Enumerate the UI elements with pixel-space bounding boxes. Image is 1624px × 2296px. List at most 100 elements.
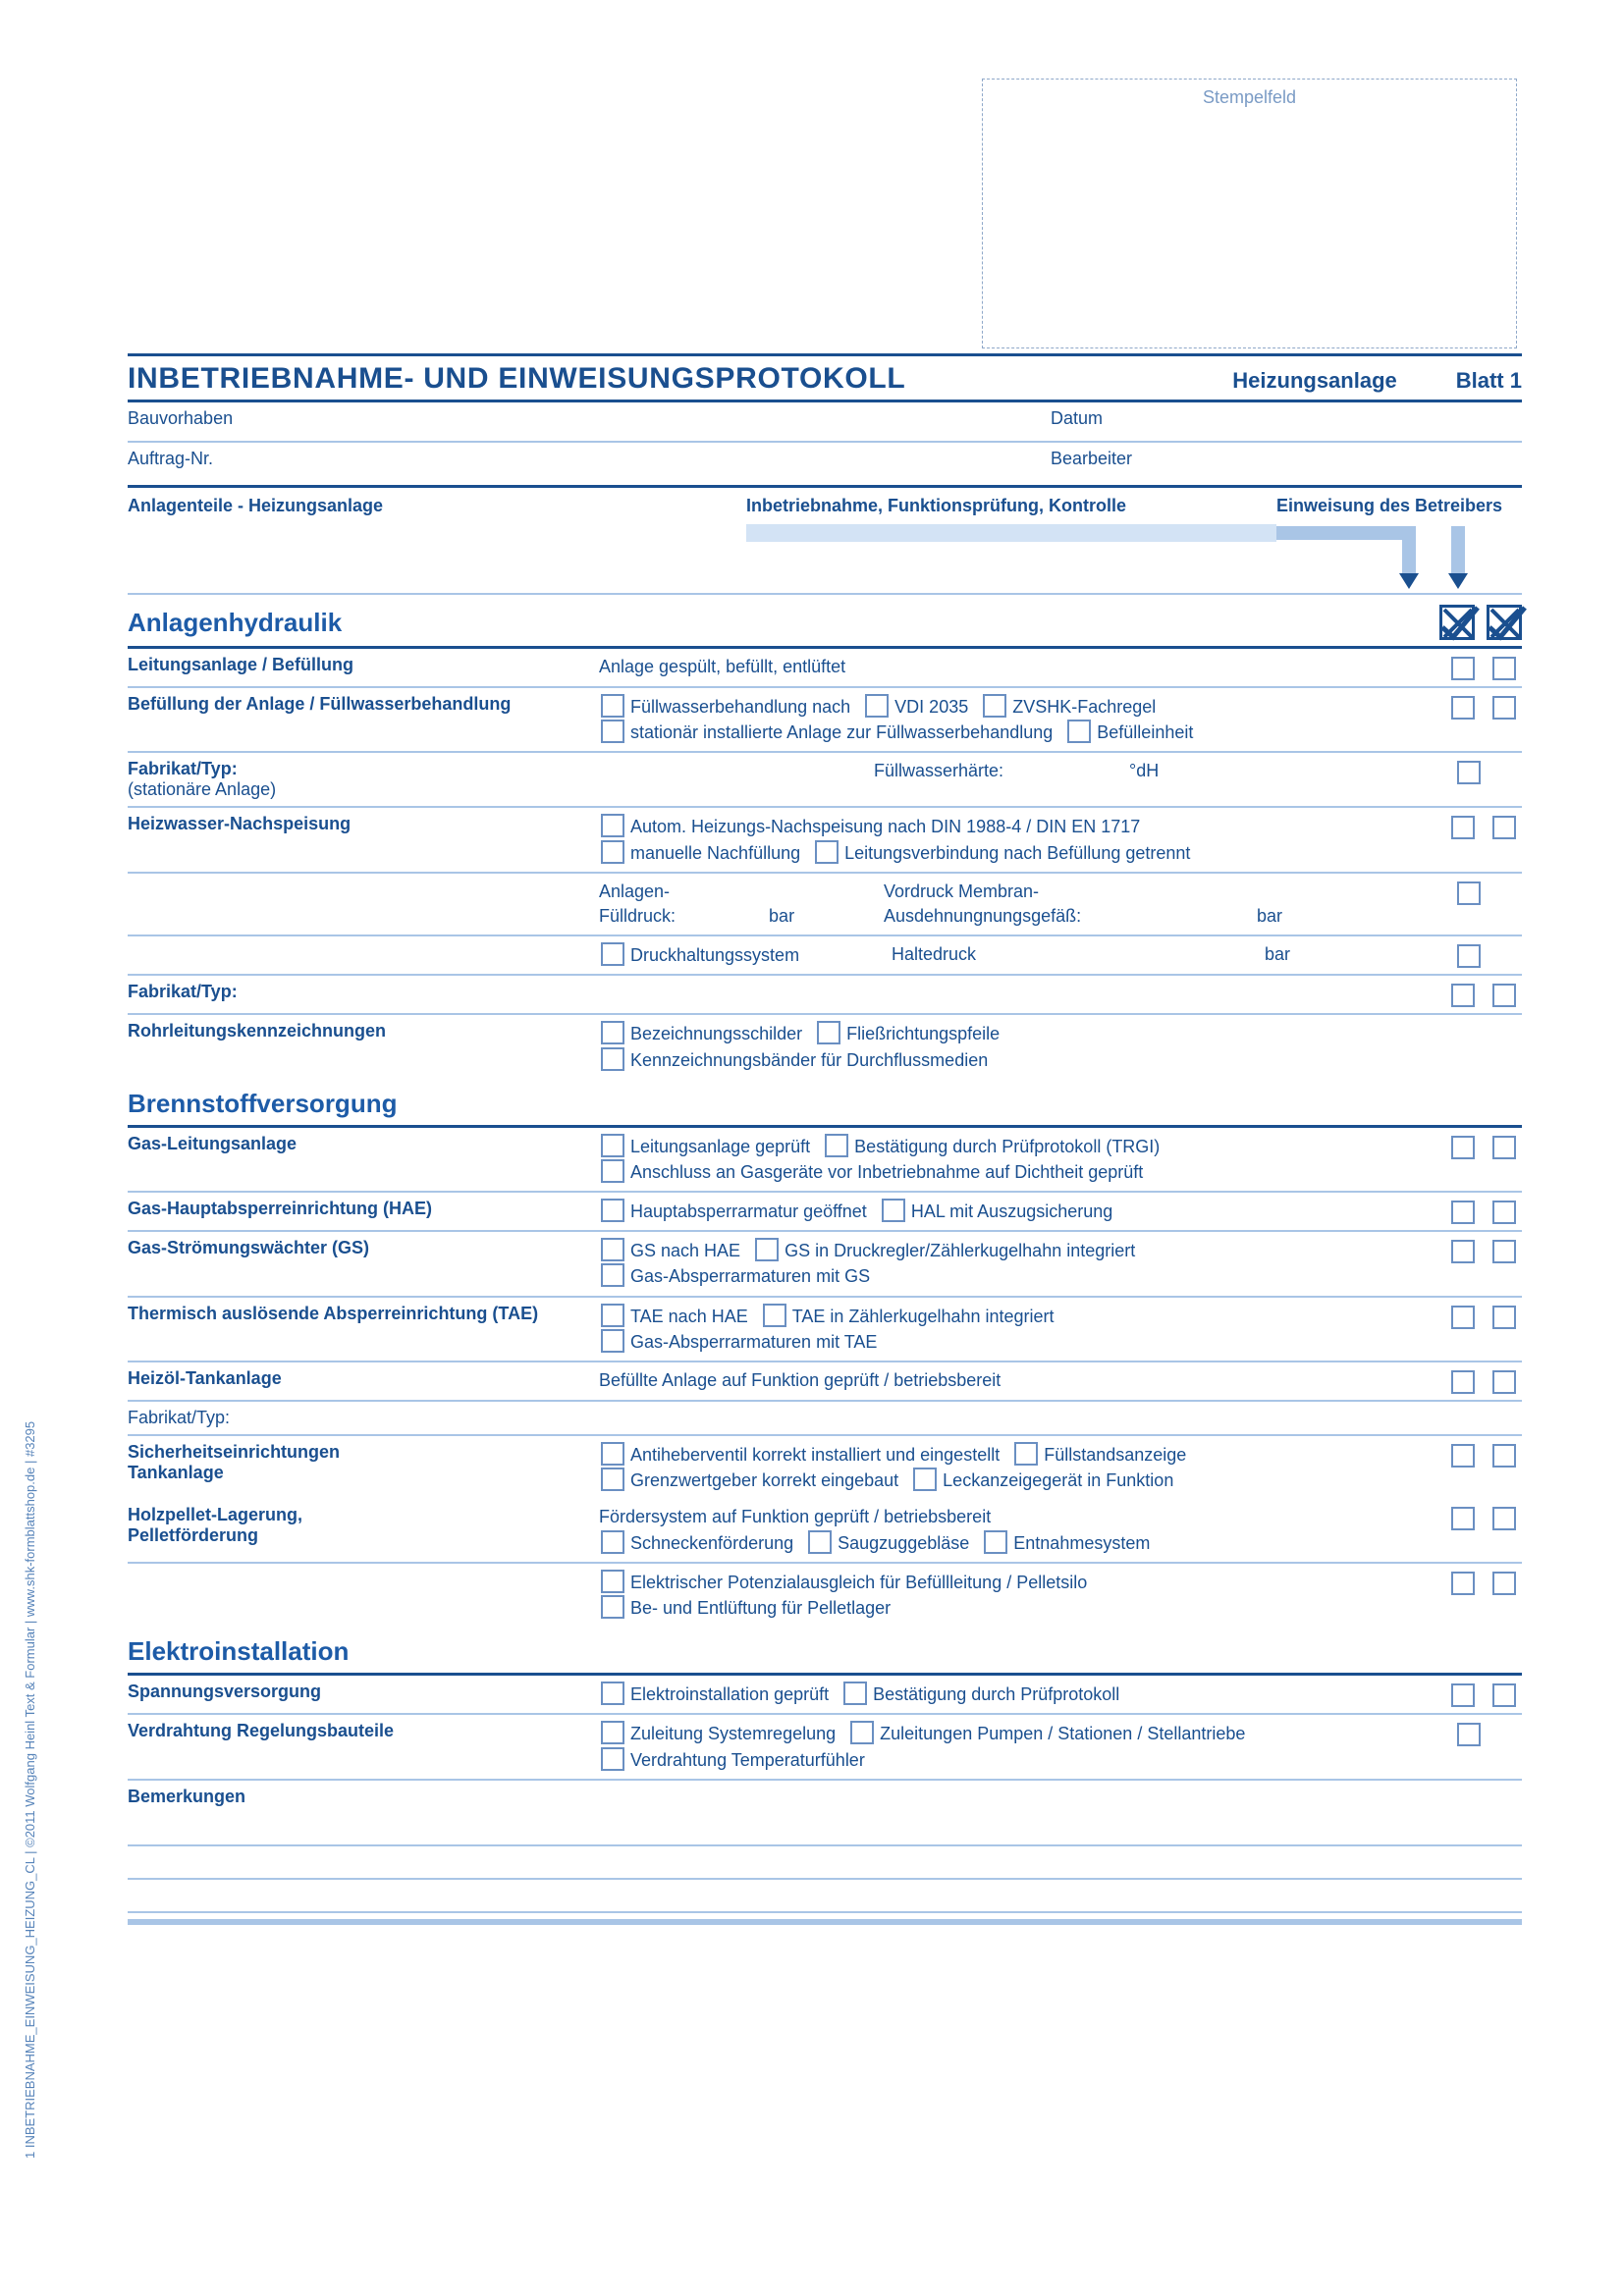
checkbox[interactable] [1492,1572,1516,1595]
checkbox[interactable] [983,694,1006,718]
label-bauvorhaben: Bauvorhaben [128,408,1051,429]
row-spannung: Spannungsversorgung Elektroinstallation … [128,1676,1522,1713]
checkbox[interactable] [601,840,624,864]
row-tae: Thermisch auslösende Absperreinrichtung … [128,1296,1522,1361]
checkbox[interactable] [601,1047,624,1071]
row-verdrahtung: Verdrahtung Regelungsbauteile Zuleitung … [128,1713,1522,1778]
checkbox[interactable] [601,1682,624,1705]
checkbox[interactable] [601,1329,624,1353]
checkbox[interactable] [1014,1442,1038,1466]
section-elektro: Elektroinstallation [128,1627,1522,1676]
checkbox[interactable] [601,1021,624,1044]
row-befuellung: Befüllung der Anlage / Füllwasserbehandl… [128,686,1522,751]
field-row-2: Auftrag-Nr. Bearbeiter [128,443,1522,481]
checkbox[interactable] [1457,761,1481,784]
checkbox[interactable] [601,1159,624,1183]
checkbox[interactable] [1451,1306,1475,1329]
header-check-2[interactable] [1487,605,1522,640]
row-potential: Elektrischer Potenzialausgleich für Befü… [128,1562,1522,1627]
checkbox[interactable] [1451,1201,1475,1224]
row-fabrikat-3: Fabrikat/Typ: [128,1400,1522,1434]
checkbox[interactable] [763,1304,786,1327]
label-bearbeiter: Bearbeiter [1051,449,1522,469]
checkbox[interactable] [1492,1370,1516,1394]
checkbox[interactable] [1457,944,1481,968]
checkbox[interactable] [601,694,624,718]
label-auftrag: Auftrag-Nr. [128,449,1051,469]
checkbox[interactable] [1492,1240,1516,1263]
checkbox[interactable] [601,1747,624,1771]
checkbox[interactable] [601,1468,624,1491]
title-row: INBETRIEBNAHME- UND EINWEISUNGSPROTOKOLL… [128,353,1522,396]
checkbox[interactable] [1492,1507,1516,1530]
checkbox[interactable] [1451,816,1475,839]
checkbox[interactable] [601,1304,624,1327]
col-header-3: Einweisung des Betreibers [1276,496,1522,516]
checkbox[interactable] [1451,1683,1475,1707]
row-sicherheit: SicherheitseinrichtungenTankanlage Antih… [128,1434,1522,1499]
checkbox[interactable] [601,1595,624,1619]
checkbox[interactable] [825,1134,848,1157]
row-fabrikat-1: Fabrikat/Typ: (stationäre Anlage) Füllwa… [128,751,1522,806]
checkbox[interactable] [1451,657,1475,680]
checkbox[interactable] [882,1199,905,1222]
remarks-lines [128,1813,1522,1913]
arrow-diagram [128,524,1522,593]
checkbox[interactable] [601,1721,624,1744]
checkbox[interactable] [1451,1572,1475,1595]
section-title: Brennstoffversorgung [128,1089,397,1119]
checkbox[interactable] [850,1721,874,1744]
checkbox[interactable] [1492,1201,1516,1224]
checkbox[interactable] [1451,1240,1475,1263]
checkbox[interactable] [601,1199,624,1222]
checkbox[interactable] [601,1263,624,1287]
checkbox[interactable] [815,840,839,864]
checkbox[interactable] [1492,657,1516,680]
checkbox[interactable] [1492,1683,1516,1707]
checkbox[interactable] [808,1530,832,1554]
footer-bar [128,1919,1522,1925]
checkbox[interactable] [1492,984,1516,1007]
checkbox[interactable] [1492,816,1516,839]
checkbox[interactable] [1492,1136,1516,1159]
col-header-1: Anlagenteile - Heizungsanlage [128,496,746,516]
stamp-label: Stempelfeld [983,87,1516,108]
checkbox[interactable] [601,1238,624,1261]
checkbox[interactable] [1067,720,1091,743]
checkbox[interactable] [1451,1507,1475,1530]
label-datum: Datum [1051,408,1522,429]
checkbox[interactable] [1457,881,1481,905]
row-druckhaltung: Druckhaltungssystem Haltedruck bar [128,934,1522,974]
row-heizoel: Heizöl-Tankanlage Befüllte Anlage auf Fu… [128,1361,1522,1400]
checkbox[interactable] [1457,1723,1481,1746]
row-nachspeisung: Heizwasser-Nachspeisung Autom. Heizungs-… [128,806,1522,871]
page: Stempelfeld INBETRIEBNAHME- UND EINWEISU… [128,39,1522,1925]
checkbox[interactable] [601,1570,624,1593]
checkbox[interactable] [1451,1444,1475,1468]
row-hae: Gas-Hauptabsperreinrichtung (HAE) Haupta… [128,1191,1522,1230]
checkbox[interactable] [755,1238,779,1261]
checkbox[interactable] [601,1530,624,1554]
checkbox[interactable] [843,1682,867,1705]
checkbox[interactable] [984,1530,1007,1554]
checkbox[interactable] [1492,696,1516,720]
checkbox[interactable] [1451,984,1475,1007]
header-check-1[interactable] [1439,605,1475,640]
col-header-2: Inbetriebnahme, Funktionsprüfung, Kontro… [746,496,1276,516]
row-gas-leitung: Gas-Leitungsanlage Leitungsanlage geprüf… [128,1128,1522,1191]
checkbox[interactable] [1451,1136,1475,1159]
checkbox[interactable] [1492,1444,1516,1468]
field-row-1: Bauvorhaben Datum [128,402,1522,441]
checkbox[interactable] [601,1134,624,1157]
checkbox[interactable] [817,1021,840,1044]
checkbox[interactable] [913,1468,937,1491]
checkbox[interactable] [865,694,889,718]
checkbox[interactable] [601,1442,624,1466]
checkbox[interactable] [1451,1370,1475,1394]
checkbox[interactable] [601,942,624,966]
checkbox[interactable] [601,720,624,743]
page-sheet: Blatt 1 [1456,368,1522,394]
checkbox[interactable] [1451,696,1475,720]
checkbox[interactable] [1492,1306,1516,1329]
checkbox[interactable] [601,814,624,837]
